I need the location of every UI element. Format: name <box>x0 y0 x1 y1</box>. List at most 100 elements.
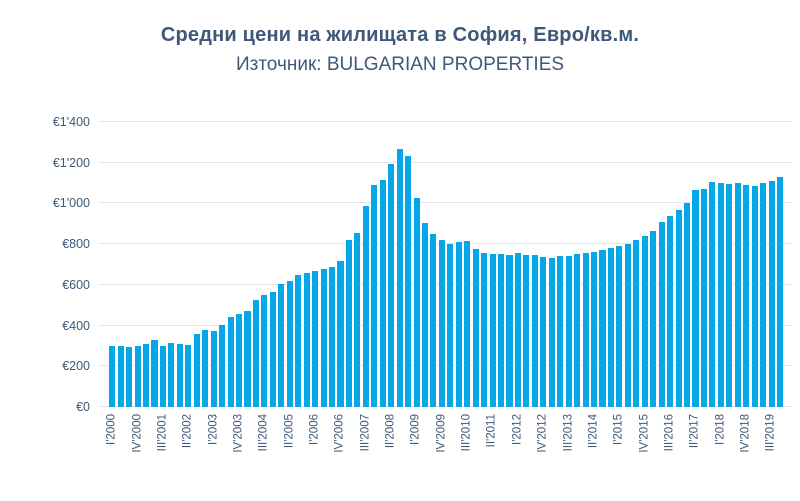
bar-IV'2015 <box>641 236 648 407</box>
x-axis-tick-label: III'2013 <box>562 414 575 452</box>
bar-IV'2014 <box>607 248 614 407</box>
bar-IV'2004 <box>269 291 276 407</box>
y-axis-tick-label: €1'200 <box>52 155 90 170</box>
x-axis-tick-label: I'2015 <box>612 414 625 445</box>
bar-I'2008 <box>379 180 386 407</box>
x-axis-tick-label: II'2002 <box>181 414 194 449</box>
x-axis-tick-label: III'2010 <box>460 414 473 452</box>
chart-title: Средни цени на жилищата в София, Евро/кв… <box>160 24 640 46</box>
bar-IV'2003 <box>235 314 243 407</box>
chart-subtitle: Източник: BULGARIAN PROPERTIES <box>235 54 565 75</box>
bar-III'2006 <box>328 266 336 407</box>
bar-III'2013 <box>565 255 572 407</box>
x-axis-tick-label: III'2001 <box>156 414 169 452</box>
bar-I'2006 <box>312 270 319 407</box>
bar-I'2017 <box>684 203 691 407</box>
bar-II'2015 <box>624 243 631 407</box>
y-axis-tick-label: €400 <box>62 318 90 333</box>
bar-II'2005 <box>286 281 293 407</box>
gridline <box>98 243 792 245</box>
x-axis-tick-label: II'2011 <box>485 414 498 448</box>
bar-IV'2016 <box>675 209 682 407</box>
bar-II'2003 <box>219 324 226 407</box>
gridlines <box>98 121 792 407</box>
bar-II'2012 <box>523 254 530 407</box>
bar-II'2009 <box>421 222 429 407</box>
y-axis-tick-label: €600 <box>62 277 90 292</box>
bar-IV'2013 <box>574 253 581 407</box>
x-axis-tick-label: II'2014 <box>587 414 600 449</box>
bar-IV'2019 <box>776 176 784 407</box>
bar-II'2006 <box>320 268 327 407</box>
bar-IV'2000 <box>134 345 141 407</box>
bar-III'2004 <box>261 295 268 407</box>
bar-I'2003 <box>210 330 217 407</box>
bar-I'2019 <box>751 185 758 407</box>
bar-series <box>108 122 784 407</box>
x-axis-tick-label: III'2016 <box>663 414 676 452</box>
x-axis-tick-label: II'2008 <box>384 414 397 449</box>
gridline <box>98 283 792 285</box>
bar-II'2011 <box>489 253 496 407</box>
bar-I'2009 <box>413 198 420 407</box>
bar-I'2012 <box>514 252 522 407</box>
x-axis-tick-label: III'2019 <box>764 414 777 452</box>
bar-IV'2017 <box>709 182 716 407</box>
x-axis-tick-label: I'2009 <box>409 414 422 445</box>
bar-III'2012 <box>531 255 538 407</box>
bar-I'2001 <box>143 343 150 407</box>
x-axis-tick-label: IV'2000 <box>131 414 144 453</box>
bar-III'2005 <box>295 275 302 407</box>
bar-III'2014 <box>599 250 606 407</box>
bar-I'2014 <box>582 252 589 407</box>
bar-III'2003 <box>227 317 234 407</box>
x-axis-tick-label: I'2003 <box>207 414 220 445</box>
x-axis-tick-label: IV'2003 <box>232 414 245 453</box>
bar-III'2001 <box>159 345 166 407</box>
x-axis-tick-label: I'2012 <box>511 414 524 445</box>
bar-IV'2006 <box>337 261 344 407</box>
x-axis-tick-label: II'2005 <box>283 414 296 449</box>
bar-II'2007 <box>354 232 361 407</box>
bar-II'2019 <box>760 183 767 407</box>
y-axis-tick-label: €0 <box>76 400 90 414</box>
bar-I'2005 <box>278 283 285 407</box>
bar-I'2004 <box>244 311 251 407</box>
bar-I'2013 <box>548 258 555 407</box>
bar-II'2008 <box>388 163 395 407</box>
bar-IV'2007 <box>371 185 378 407</box>
bar-IV'2002 <box>202 329 209 407</box>
bar-IV'2009 <box>438 240 445 407</box>
y-axis-tick-label: €200 <box>62 359 90 374</box>
bar-II'2000 <box>117 345 124 407</box>
bar-III'2018 <box>734 183 741 407</box>
bar-II'2010 <box>455 242 462 407</box>
gridline <box>98 161 792 163</box>
bar-III'2007 <box>362 206 369 407</box>
x-axis-tick-label: I'2000 <box>105 414 118 445</box>
bar-IV'2011 <box>506 254 513 407</box>
y-axis-tick-label: €1'400 <box>52 115 90 129</box>
bar-II'2016 <box>658 222 665 407</box>
bar-I'2015 <box>616 246 623 407</box>
bar-III'2011 <box>498 254 505 407</box>
bar-III'2002 <box>193 333 200 407</box>
bar-III'2009 <box>430 233 437 407</box>
y-axis: €0 €200 €400 €600 €800 €1'000 €1'200 €1'400 <box>8 115 90 414</box>
bar-III'2010 <box>464 241 471 407</box>
bar-IV'2018 <box>743 184 750 407</box>
bar-II'2014 <box>591 252 598 407</box>
bar-I'2002 <box>176 343 183 407</box>
x-axis-tick-label: IV'2009 <box>435 414 448 453</box>
bar-II'2002 <box>185 344 192 407</box>
x-axis-tick-label: III'2007 <box>359 414 372 452</box>
bar-IV'2001 <box>168 342 175 407</box>
x-axis-tick-label: IV'2012 <box>536 414 549 453</box>
bar-IV'2012 <box>540 256 547 407</box>
bar-III'2019 <box>768 181 775 407</box>
gridline <box>98 406 792 407</box>
x-axis-tick-label: IV'2018 <box>739 414 752 453</box>
x-axis-tick-label: IV'2015 <box>638 414 651 453</box>
